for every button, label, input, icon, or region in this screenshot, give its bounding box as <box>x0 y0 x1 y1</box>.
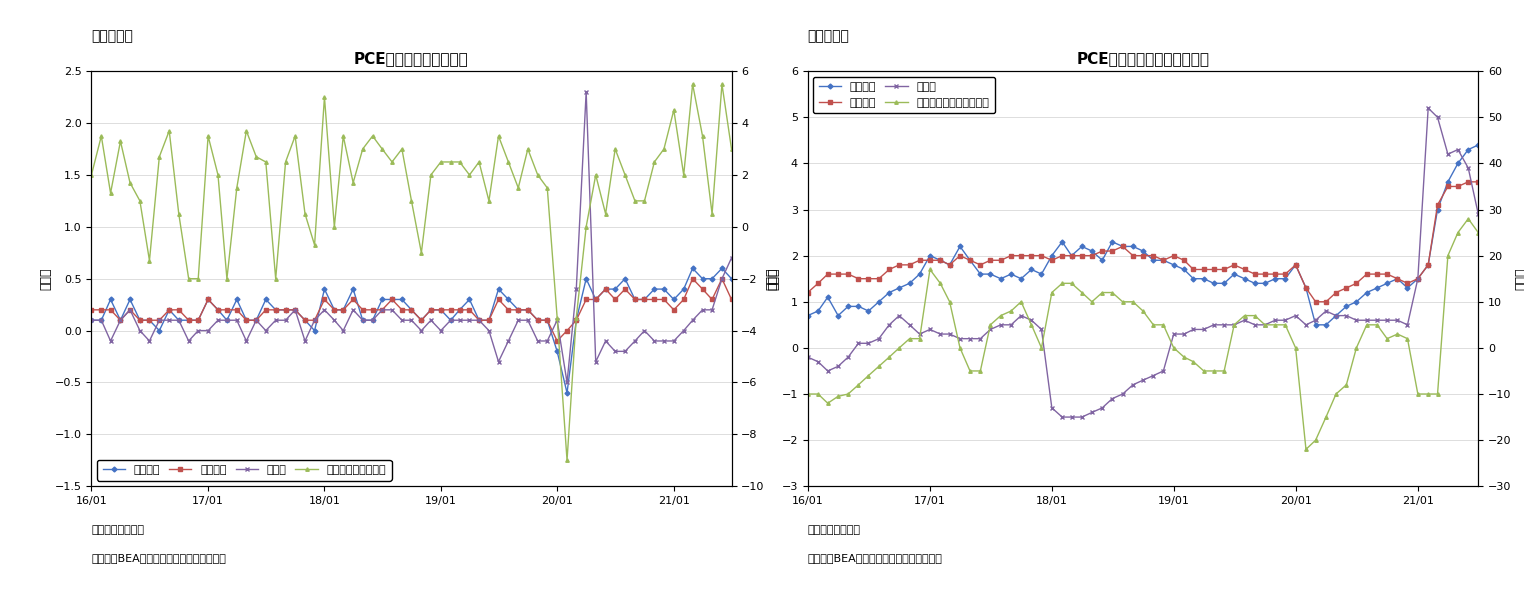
Line: 食料品: 食料品 <box>88 90 735 385</box>
Text: （注）季節調整済: （注）季節調整済 <box>808 525 861 535</box>
Text: （図表７）: （図表７） <box>808 30 849 44</box>
Line: コア指数: コア指数 <box>806 180 1480 304</box>
Text: （資料）BEAよりニッセイ基礎研究所作成: （資料）BEAよりニッセイ基礎研究所作成 <box>808 553 943 563</box>
Line: エネルギー関連（右軸）: エネルギー関連（右軸） <box>806 217 1480 451</box>
Line: 総合指数: 総合指数 <box>90 267 733 394</box>
Line: コア指数: コア指数 <box>90 277 733 343</box>
Text: （資料）BEAよりニッセイ基礎研究所作成: （資料）BEAよりニッセイ基礎研究所作成 <box>91 553 227 563</box>
Y-axis label: （％）: （％） <box>765 267 779 290</box>
Text: （図表６）: （図表６） <box>91 30 133 44</box>
Legend: 総合指数, コア指数, 食料品, エネルギー（右軸）: 総合指数, コア指数, 食料品, エネルギー（右軸） <box>98 460 392 481</box>
Title: PCE価格指数（前月比）: PCE価格指数（前月比） <box>354 51 469 66</box>
Text: （注）季節調整済: （注）季節調整済 <box>91 525 145 535</box>
Line: 食料品: 食料品 <box>805 106 1481 419</box>
Y-axis label: （％）: （％） <box>768 267 780 290</box>
Title: PCE価格指数（前年同月比）: PCE価格指数（前年同月比） <box>1076 51 1210 66</box>
Y-axis label: （％）: （％） <box>40 267 52 290</box>
Legend: 総合指数, コア指数, 食料品, エネルギー関連（右軸）: 総合指数, コア指数, 食料品, エネルギー関連（右軸） <box>814 76 995 113</box>
Y-axis label: （％）: （％） <box>1515 267 1524 290</box>
Line: エネルギー（右軸）: エネルギー（右軸） <box>90 82 733 462</box>
Line: 総合指数: 総合指数 <box>806 144 1480 327</box>
